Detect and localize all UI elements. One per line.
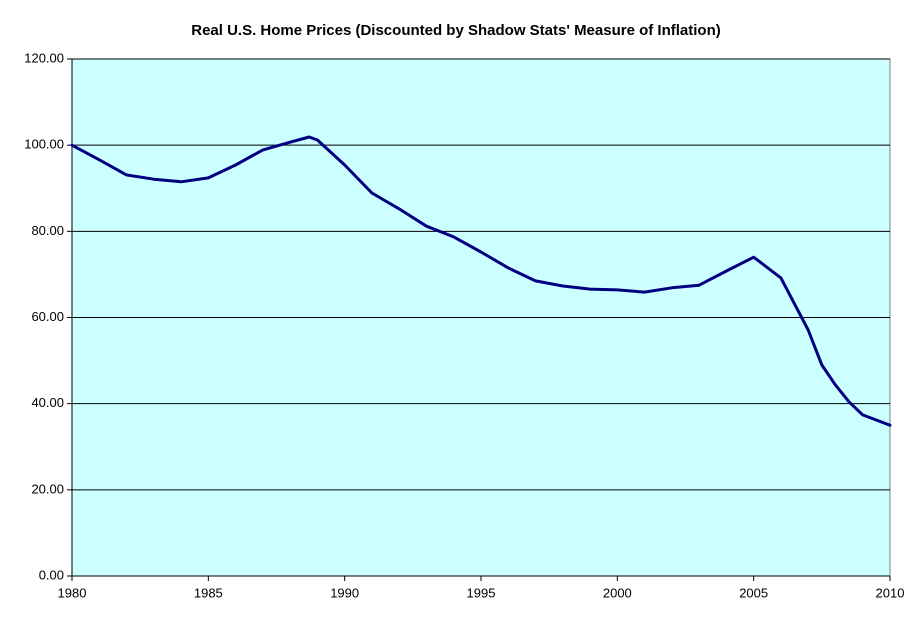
line-series	[70, 135, 892, 427]
x-tick-label: 2010	[876, 585, 905, 600]
y-tick-label: 80.00	[31, 223, 64, 238]
y-tick-label: 60.00	[31, 309, 64, 324]
y-tick-label: 40.00	[31, 395, 64, 410]
x-tick-label: 2000	[603, 585, 632, 600]
y-tick-label: 20.00	[31, 481, 64, 496]
y-tick-label: 0.00	[39, 567, 64, 582]
x-tick-label: 1995	[467, 585, 496, 600]
x-tick-label: 1980	[58, 585, 87, 600]
x-tick-label: 1990	[330, 585, 359, 600]
chart-title: Real U.S. Home Prices (Discounted by Sha…	[191, 22, 721, 39]
x-tick-label: 1985	[194, 585, 223, 600]
x-tick-label: 2005	[739, 585, 768, 600]
y-tick-label: 100.00	[24, 137, 64, 152]
y-tick-label: 120.00	[24, 50, 64, 65]
